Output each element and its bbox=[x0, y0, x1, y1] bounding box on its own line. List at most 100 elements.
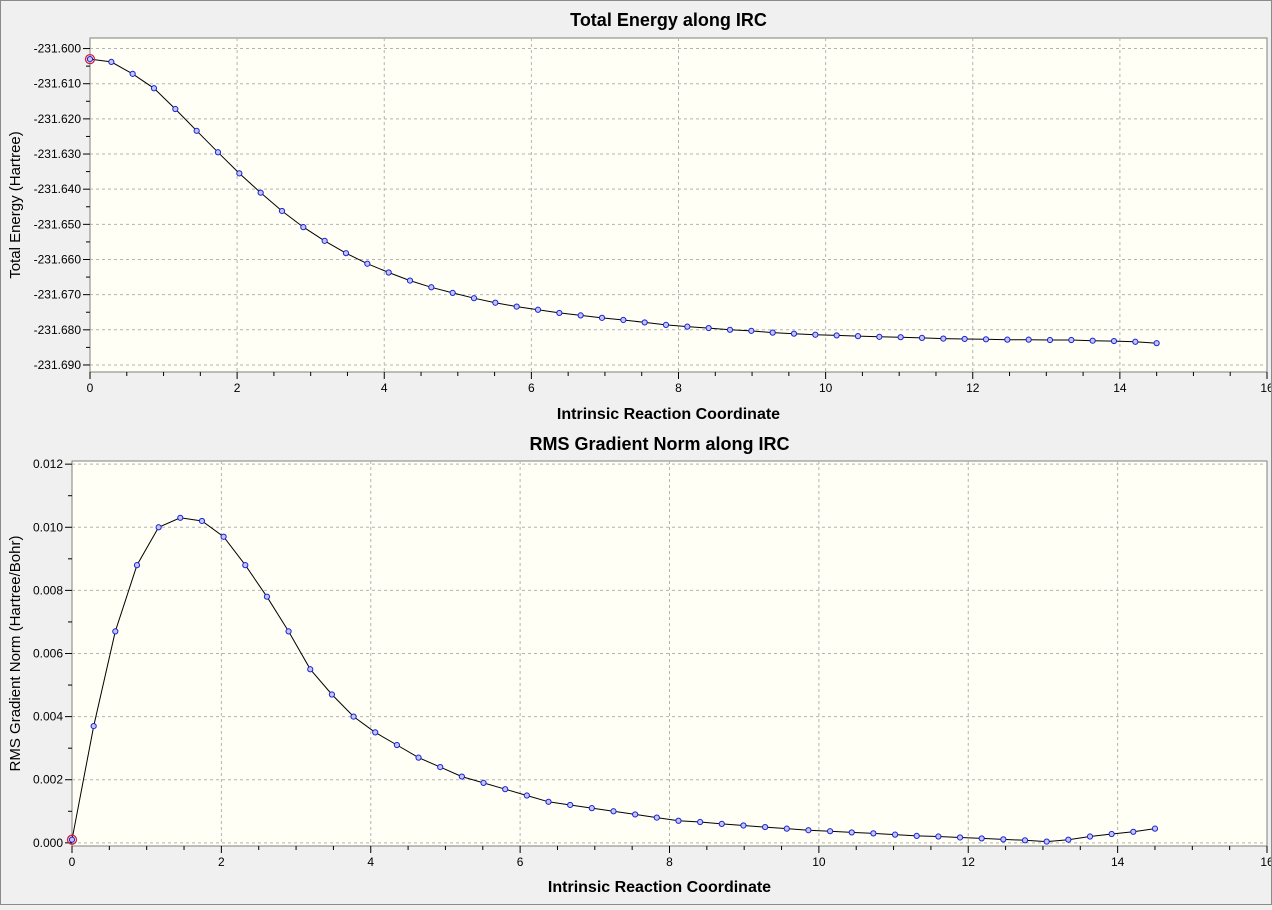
y-tick-label: -231.630 bbox=[34, 147, 82, 161]
data-point bbox=[961, 335, 968, 343]
data-point bbox=[458, 773, 465, 780]
data-point bbox=[428, 284, 435, 291]
data-point bbox=[748, 327, 755, 334]
data-point bbox=[523, 792, 530, 799]
x-axis-label: Intrinsic Reaction Coordinate bbox=[557, 406, 780, 423]
y-tick-label: 0.006 bbox=[33, 647, 63, 661]
y-tick-label: -231.650 bbox=[34, 217, 82, 231]
data-point bbox=[242, 562, 249, 569]
y-tick-label: 0.008 bbox=[33, 583, 63, 597]
data-point bbox=[1000, 836, 1007, 843]
data-point bbox=[449, 289, 456, 296]
data-point bbox=[1025, 336, 1032, 343]
data-point bbox=[641, 319, 648, 326]
x-tick-label: 4 bbox=[367, 855, 374, 869]
data-point bbox=[740, 822, 747, 829]
data-point bbox=[684, 323, 691, 330]
y-tick-label: 0.010 bbox=[33, 520, 63, 534]
data-point bbox=[220, 533, 227, 540]
x-tick-label: 0 bbox=[87, 381, 94, 395]
data-point bbox=[726, 326, 734, 333]
x-tick-label: 14 bbox=[1111, 855, 1125, 869]
data-point bbox=[492, 299, 499, 306]
data-point bbox=[833, 332, 840, 339]
data-point bbox=[172, 105, 179, 113]
data-point bbox=[978, 835, 985, 842]
data-point bbox=[705, 324, 712, 332]
data-point bbox=[826, 828, 834, 835]
x-tick-label: 10 bbox=[812, 855, 826, 869]
data-point bbox=[783, 825, 790, 832]
data-point bbox=[112, 628, 119, 635]
data-point bbox=[913, 832, 920, 840]
data-point bbox=[364, 260, 371, 267]
data-point bbox=[68, 836, 76, 843]
data-point bbox=[769, 329, 776, 336]
data-point bbox=[193, 127, 200, 134]
x-tick-label: 16 bbox=[1260, 855, 1272, 869]
data-point bbox=[870, 830, 877, 837]
data-point bbox=[1153, 340, 1160, 347]
data-point bbox=[697, 818, 704, 826]
data-point bbox=[1068, 336, 1075, 344]
x-tick-label: 10 bbox=[819, 381, 833, 395]
y-tick-label: 0.002 bbox=[33, 773, 63, 787]
data-point bbox=[675, 817, 682, 824]
data-point bbox=[129, 70, 136, 77]
data-point bbox=[513, 303, 520, 310]
chart-title: RMS Gradient Norm along IRC bbox=[529, 434, 789, 454]
x-tick-label: 12 bbox=[962, 855, 976, 869]
data-point bbox=[133, 562, 141, 569]
current-point-marker bbox=[84, 53, 96, 65]
data-point bbox=[897, 334, 904, 341]
x-tick-label: 14 bbox=[1113, 381, 1127, 395]
data-point bbox=[1132, 338, 1139, 345]
x-tick-label: 0 bbox=[69, 855, 76, 869]
data-point bbox=[155, 524, 162, 531]
data-point bbox=[545, 798, 552, 805]
data-point bbox=[918, 334, 926, 341]
data-point bbox=[285, 628, 292, 635]
data-point bbox=[198, 517, 206, 525]
y-tick-label: -231.670 bbox=[34, 288, 82, 302]
x-tick-label: 8 bbox=[675, 381, 682, 395]
y-axis-label: Total Energy (Hartree) bbox=[7, 131, 24, 279]
data-point bbox=[470, 295, 478, 302]
y-tick-label: -231.620 bbox=[34, 112, 82, 126]
y-axis-label: RMS Gradient Norm (Hartree/Bohr) bbox=[7, 536, 24, 772]
data-point bbox=[598, 314, 606, 321]
data-point bbox=[263, 593, 271, 600]
x-tick-label: 6 bbox=[528, 381, 535, 395]
data-point bbox=[278, 207, 286, 215]
data-point bbox=[1043, 838, 1050, 845]
x-tick-label: 6 bbox=[517, 855, 524, 869]
y-tick-label: 0.012 bbox=[33, 457, 63, 471]
data-point bbox=[437, 764, 444, 771]
data-point bbox=[1108, 830, 1115, 838]
data-point bbox=[342, 250, 350, 257]
data-point bbox=[1110, 337, 1118, 345]
data-point bbox=[935, 833, 942, 840]
x-tick-label: 2 bbox=[234, 381, 241, 395]
data-point bbox=[328, 691, 336, 698]
data-point bbox=[393, 741, 400, 749]
y-tick-label: -231.610 bbox=[34, 77, 82, 91]
data-point bbox=[848, 829, 855, 836]
x-axis-label: Intrinsic Reaction Coordinate bbox=[548, 879, 771, 896]
x-tick-label: 2 bbox=[218, 855, 225, 869]
data-point bbox=[956, 834, 964, 841]
data-point bbox=[177, 514, 184, 521]
data-point bbox=[588, 805, 595, 812]
data-point bbox=[620, 316, 627, 324]
current-point-marker bbox=[66, 834, 78, 845]
data-point bbox=[662, 321, 670, 328]
x-tick-label: 16 bbox=[1260, 381, 1272, 395]
data-point bbox=[940, 335, 947, 342]
x-tick-label: 4 bbox=[381, 381, 388, 395]
data-point bbox=[1086, 833, 1094, 840]
data-point bbox=[90, 722, 97, 730]
data-point bbox=[812, 331, 819, 338]
data-point bbox=[86, 55, 94, 63]
